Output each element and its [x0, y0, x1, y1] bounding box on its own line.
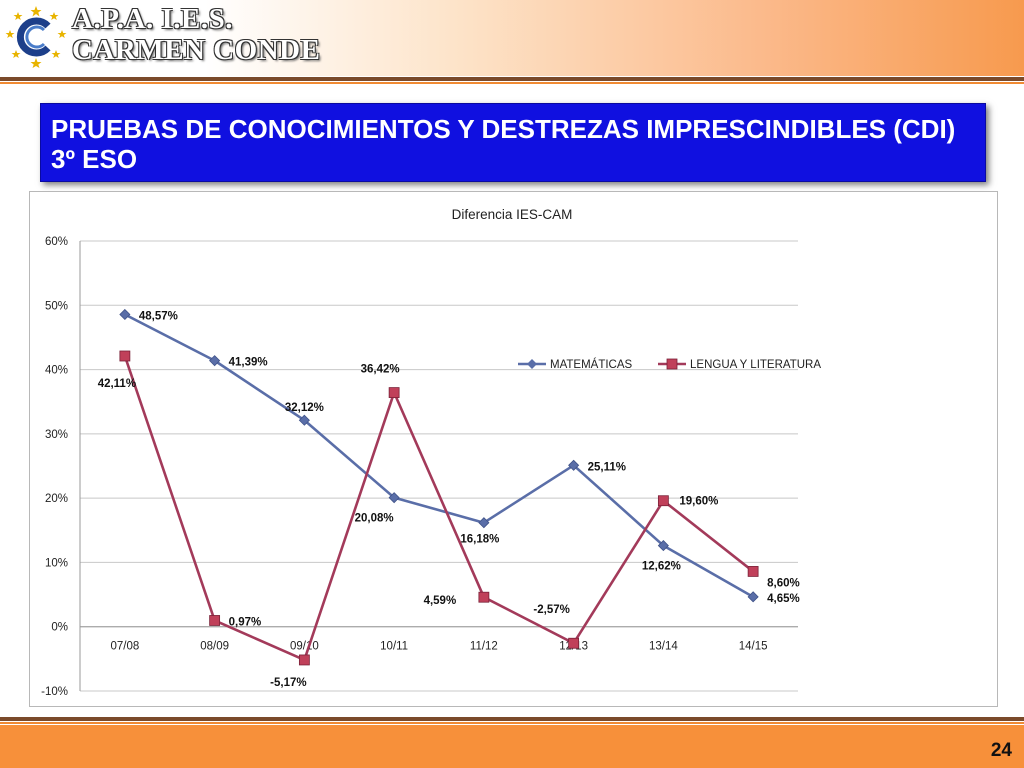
data-point-matematicas	[657, 540, 669, 552]
data-point-matematicas	[747, 591, 759, 603]
y-tick-label: 40%	[45, 365, 68, 377]
page-number: 24	[990, 740, 1012, 761]
legend-label-matematicas: MATEMÁTICAS	[550, 358, 633, 371]
data-label: 12,62%	[642, 561, 681, 573]
data-label: 32,12%	[285, 402, 324, 414]
data-label: 41,39%	[229, 357, 268, 369]
data-label: 19,60%	[679, 496, 718, 508]
x-tick-label: 09/10	[290, 641, 319, 653]
x-tick-label: 08/09	[200, 641, 229, 653]
data-point-matematicas	[209, 355, 221, 367]
data-point-lengua	[388, 387, 400, 398]
footer-divider	[0, 717, 1024, 721]
data-point-matematicas	[388, 492, 400, 504]
y-tick-label: 0%	[51, 622, 68, 634]
data-label: 36,42%	[361, 364, 400, 376]
data-point-matematicas	[568, 459, 580, 471]
data-label: -5,17%	[270, 677, 306, 689]
data-point-matematicas	[119, 308, 131, 321]
header-bar: A.P.A. I.E.S. CARMEN CONDE	[0, 0, 1024, 76]
x-tick-label: 07/08	[110, 641, 139, 653]
x-tick-label: 13/14	[649, 641, 678, 653]
line-chart: Diferencia IES-CAM -10% 0% 10% 20% 30% 40% 50% 6…	[29, 191, 998, 707]
data-point-lengua	[657, 495, 669, 507]
data-point-matematicas	[478, 517, 490, 529]
data-label: 4,59%	[424, 595, 457, 607]
header-divider	[0, 77, 1024, 81]
organization-name: A.P.A. I.E.S. CARMEN CONDE	[72, 4, 320, 66]
data-point-lengua	[478, 591, 490, 603]
data-label: 42,11%	[98, 378, 136, 390]
stars-circle-logo-icon	[5, 6, 67, 68]
y-tick-label: 20%	[45, 493, 68, 505]
x-tick-label: 11/12	[470, 641, 498, 653]
data-label: -2,57%	[533, 604, 569, 616]
slide-title-box: PRUEBAS DE CONOCIMIENTOS Y DESTREZAS IMP…	[40, 103, 986, 182]
footer-bar: 24	[0, 725, 1024, 768]
y-tick-label: 30%	[45, 429, 68, 441]
x-tick-label: 10/11	[380, 641, 408, 653]
y-tick-label: 60%	[45, 236, 68, 248]
data-label: 20,08%	[355, 513, 394, 525]
series-line-lengua	[123, 355, 754, 662]
data-point-lengua	[298, 654, 310, 666]
data-point-lengua	[747, 566, 759, 577]
y-tick-label: -10%	[41, 686, 68, 698]
y-tick-label: 10%	[45, 557, 68, 569]
series-line-matematicas	[124, 313, 754, 598]
footer-divider-accent	[0, 722, 1024, 724]
data-label: 16,18%	[460, 534, 499, 546]
slide-title: PRUEBAS DE CONOCIMIENTOS Y DESTREZAS IMP…	[51, 114, 956, 174]
header-divider-accent	[0, 82, 1024, 84]
data-label: 4,65%	[767, 593, 800, 605]
y-tick-label: 50%	[45, 300, 68, 312]
data-label: 0,97%	[229, 616, 262, 628]
data-label: 48,57%	[139, 310, 178, 322]
data-point-lengua	[568, 637, 580, 649]
legend-label-lengua: LENGUA Y LITERATURA	[690, 359, 821, 371]
x-tick-label: 14/15	[739, 641, 768, 653]
organization-name-line1: A.P.A. I.E.S.	[72, 3, 233, 35]
chart-title: Diferencia IES-CAM	[452, 207, 573, 222]
data-point-lengua	[119, 350, 131, 362]
data-point-matematicas	[298, 414, 310, 426]
data-label: 8,60%	[767, 577, 800, 589]
legend-marker-lengua	[666, 358, 678, 370]
chart-svg: Diferencia IES-CAM -10% 0% 10% 20% 30% 40% 50% 6…	[41, 207, 821, 698]
legend-marker-matematicas	[527, 359, 537, 369]
data-label: 25,11%	[588, 461, 626, 473]
data-point-lengua	[209, 615, 221, 626]
organization-name-line2: CARMEN CONDE	[72, 34, 321, 66]
